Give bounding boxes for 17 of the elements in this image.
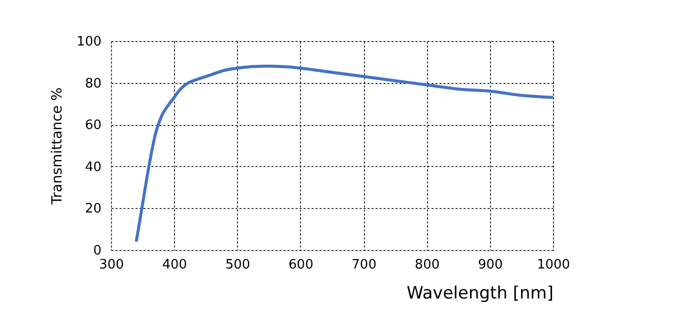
y-tick-label: 40 <box>84 160 102 175</box>
y-tick-label: 20 <box>84 202 102 217</box>
x-tick-label: 700 <box>352 258 376 272</box>
x-tick-label: 900 <box>478 258 503 272</box>
x-tick-label: 300 <box>99 258 124 272</box>
x-tick-label: 600 <box>288 258 314 272</box>
x-tick-label: 1000 <box>536 258 570 272</box>
x-tick-label: 400 <box>162 258 188 272</box>
y-tick-label: 100 <box>76 34 102 50</box>
y-tick-label: 0 <box>93 244 102 258</box>
y-axis-title: Transmittance % <box>50 87 66 206</box>
y-tick-label: 80 <box>84 76 102 92</box>
y-tick-label: 60 <box>84 118 102 134</box>
line-series <box>134 64 554 244</box>
x-axis-title: Wavelength [nm] <box>406 284 554 304</box>
x-tick-label: 800 <box>414 258 440 272</box>
x-tick-label: 500 <box>225 258 250 272</box>
